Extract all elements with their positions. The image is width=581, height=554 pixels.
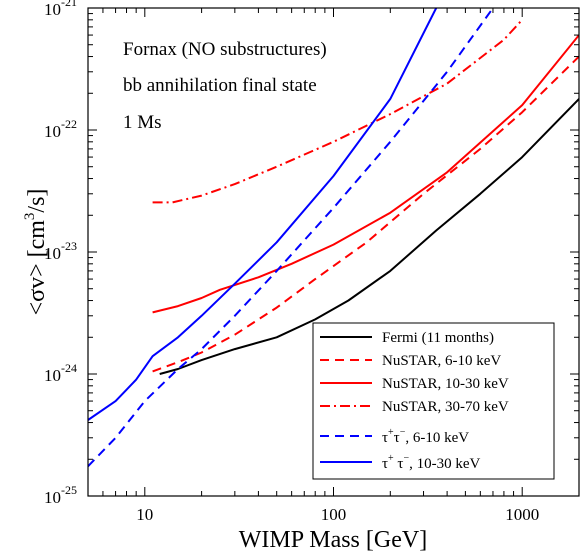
y-axis-label-main: <σv> [cm xyxy=(24,220,50,316)
legend-label-fermi: Fermi (11 months) xyxy=(382,330,494,346)
y-tick-label: 10-22 xyxy=(44,117,77,141)
x-tick-label: 1000 xyxy=(505,505,539,524)
legend-swatches xyxy=(320,336,372,463)
annotation-exposure: 1 Ms xyxy=(123,112,162,133)
svg-text:<σv> [cm3/s]: <σv> [cm3/s] xyxy=(22,189,50,316)
annotation-final-state: bb annihilation final state xyxy=(123,75,317,96)
y-tick-label: 10-25 xyxy=(44,483,77,507)
legend-label-nustar-6-10: NuSTAR, 6-10 keV xyxy=(382,353,501,369)
tick-layer: 10 100 1000 10-25 10-24 10-23 10-22 10-21 xyxy=(44,0,580,524)
y-tick-label: 10-23 xyxy=(44,239,77,263)
legend-label-tau-6-10: τ+τ−, 6-10 keV xyxy=(382,427,469,446)
x-tick-label: 100 xyxy=(321,505,347,524)
series-line-5 xyxy=(88,8,438,421)
series-line-0 xyxy=(159,98,579,375)
series-line-3 xyxy=(152,19,523,204)
legend-label-nustar-30-70: NuSTAR, 30-70 keV xyxy=(382,399,509,415)
y-tick-label: 10-24 xyxy=(44,361,77,385)
series-layer xyxy=(88,8,579,467)
legend-label-nustar-10-30: NuSTAR, 10-30 keV xyxy=(382,376,509,392)
series-line-4 xyxy=(88,8,494,467)
annotation-title: Fornax (NO substructures) xyxy=(123,39,327,60)
y-axis-label: <σv> [cm3/s] xyxy=(22,189,50,316)
y-tick-label: 10-21 xyxy=(44,0,77,19)
x-tick-label: 10 xyxy=(136,505,153,524)
x-axis-label: WIMP Mass [GeV] xyxy=(239,527,427,553)
y-axis-label-sup: 3 xyxy=(22,213,38,221)
series-line-2 xyxy=(152,34,579,314)
series-line-1 xyxy=(152,55,579,373)
y-axis-label-end: /s] xyxy=(24,189,50,213)
legend: Fermi (11 months) NuSTAR, 6-10 keV NuSTA… xyxy=(312,322,555,480)
legend-box xyxy=(312,322,555,480)
legend-label-tau-10-30: τ+ τ−, 10-30 keV xyxy=(382,453,480,472)
